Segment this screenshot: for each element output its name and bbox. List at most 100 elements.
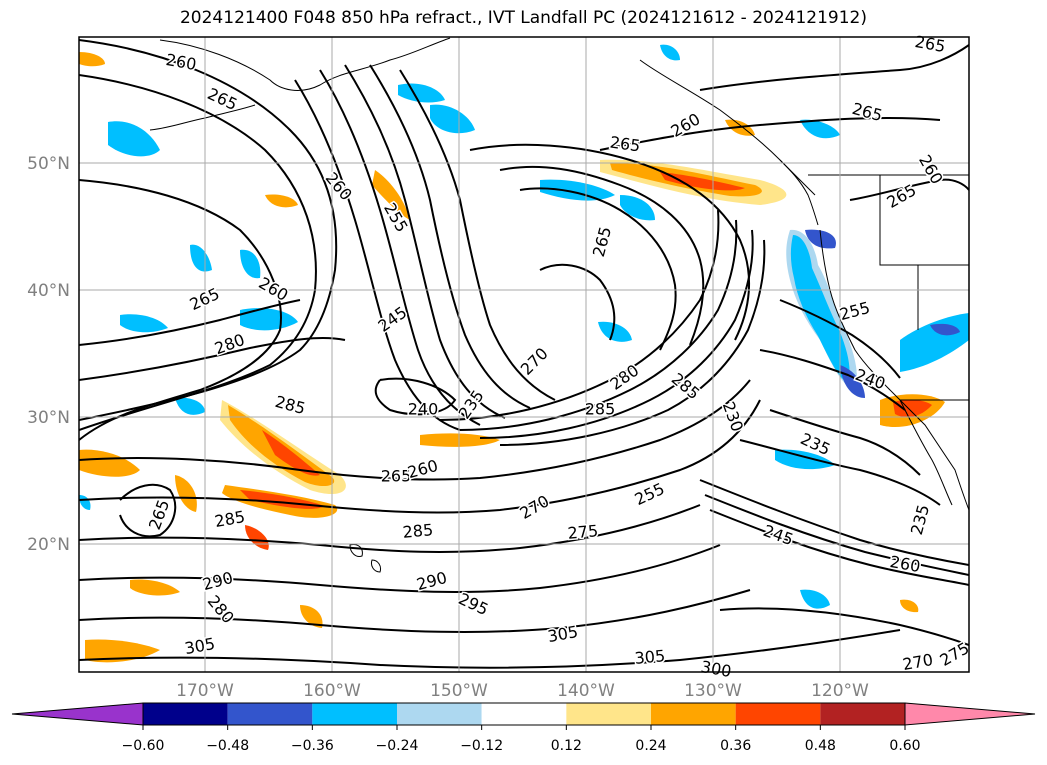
contour-line [779,299,901,379]
colorbar-tick-label: −0.36 [291,738,334,754]
shading-layer [79,44,969,663]
positive-anomaly-patch [79,449,140,477]
positive-anomaly-patch [175,475,197,512]
contour-line [79,337,346,381]
contour-label: 285 [402,520,434,542]
negative-anomaly-patch [800,119,840,139]
positive-anomaly-patch [300,605,323,628]
negative-anomaly-patch [398,83,445,103]
colorbar-segment [481,703,567,725]
lat-label: 40°N [27,281,70,301]
plot-area [79,37,969,672]
plot-frame [78,36,970,673]
colorbar-left-extension [11,702,144,726]
colorbar-tick-label: 0.12 [551,738,582,754]
contour-line [369,64,531,409]
negative-anomaly-patch [800,589,830,609]
lat-label: 20°N [27,535,70,555]
colorbar-segment [566,703,651,725]
contour-line [344,64,506,419]
contour-line [79,379,751,481]
hawaii-islands [349,544,381,573]
lat-label: 30°N [27,408,70,428]
colorbar-segment [397,703,482,725]
contour-line [79,179,282,441]
contour-line [79,544,721,593]
contour-line [499,239,766,446]
colorbar-segment [227,703,313,725]
contour-line [719,607,969,646]
contour-line [374,377,457,416]
longitude-labels: 170°W 160°W 150°W 140°W 130°W 120°W [176,681,869,701]
contour-label: 265 [609,132,642,155]
colorbar-tick-label: 0.48 [805,738,836,754]
negative-anomaly-patch [620,195,655,221]
contour-line [79,589,751,633]
latitude-labels: 50°N 40°N 30°N 20°N [27,154,70,555]
contour-label: 305 [634,646,666,668]
positive-anomaly-patch [265,194,298,208]
contour-line [479,229,754,439]
contour-line [399,69,556,401]
bc-coastline [779,159,819,226]
colorbar-tick-label: 0.60 [889,738,920,754]
contour-line [79,299,301,346]
contour-line [599,116,941,151]
lon-label: 140°W [557,681,615,701]
lat-label: 50°N [27,154,70,174]
us-state-border [879,175,969,266]
colorbar-segment [820,703,905,725]
contour-line [79,74,317,431]
negative-anomaly-patch [540,179,615,201]
colorbar-tick-label: −0.12 [460,738,503,754]
positive-anomaly-patch [420,433,500,447]
contour-line [539,263,616,341]
positive-anomaly-patch [893,399,932,418]
negative-anomaly-patch [175,397,205,415]
contour-line [739,439,941,506]
colorbar-segment [651,703,736,725]
negative-anomaly-patch [598,321,632,342]
lon-label: 160°W [303,681,361,701]
negative-anomaly-patch [240,308,298,331]
contour-line [769,409,921,476]
contour-label: 275 [567,521,599,543]
map-title: 2024121400 F048 850 hPa refract., IVT La… [179,8,867,28]
positive-anomaly-patch [79,52,105,67]
graticule [79,37,969,672]
contour-line [709,509,969,586]
contour-line [704,494,969,576]
contour-line [519,187,677,351]
refractivity-contours [79,39,969,669]
positive-anomaly-patch [130,579,180,596]
negative-anomaly-patch [930,323,960,336]
positive-anomaly-patch [262,430,320,476]
contour-line [469,143,750,341]
contour-label: 300 [699,657,732,681]
contour-line [294,79,461,431]
positive-anomaly-patch [660,172,745,191]
contour-line [499,165,705,346]
colorbar-tick-label: 0.36 [720,738,751,754]
negative-anomaly-patch [108,121,160,157]
negative-anomaly-patch [240,249,261,279]
contour-label: 240 [408,400,439,419]
alaska-coastline [159,37,451,91]
contour-label: 265 [381,467,412,486]
colorbar-tick-label: −0.48 [206,738,249,754]
negative-anomaly-patch [190,244,212,272]
lon-label: 130°W [684,681,742,701]
negative-anomaly-patch [790,235,850,383]
negative-anomaly-patch [120,314,168,333]
negative-anomaly-patch [430,104,475,134]
contour-line [849,178,969,201]
negative-anomaly-patch [775,449,835,470]
negative-anomaly-patch [660,44,680,61]
contour-line [79,399,761,514]
colorbar-tick-label: 0.24 [635,738,666,754]
contour-line [319,69,481,426]
colorbar-right-extension [904,702,1036,726]
contour-line [459,219,738,431]
alaska-south-coast [639,59,816,196]
